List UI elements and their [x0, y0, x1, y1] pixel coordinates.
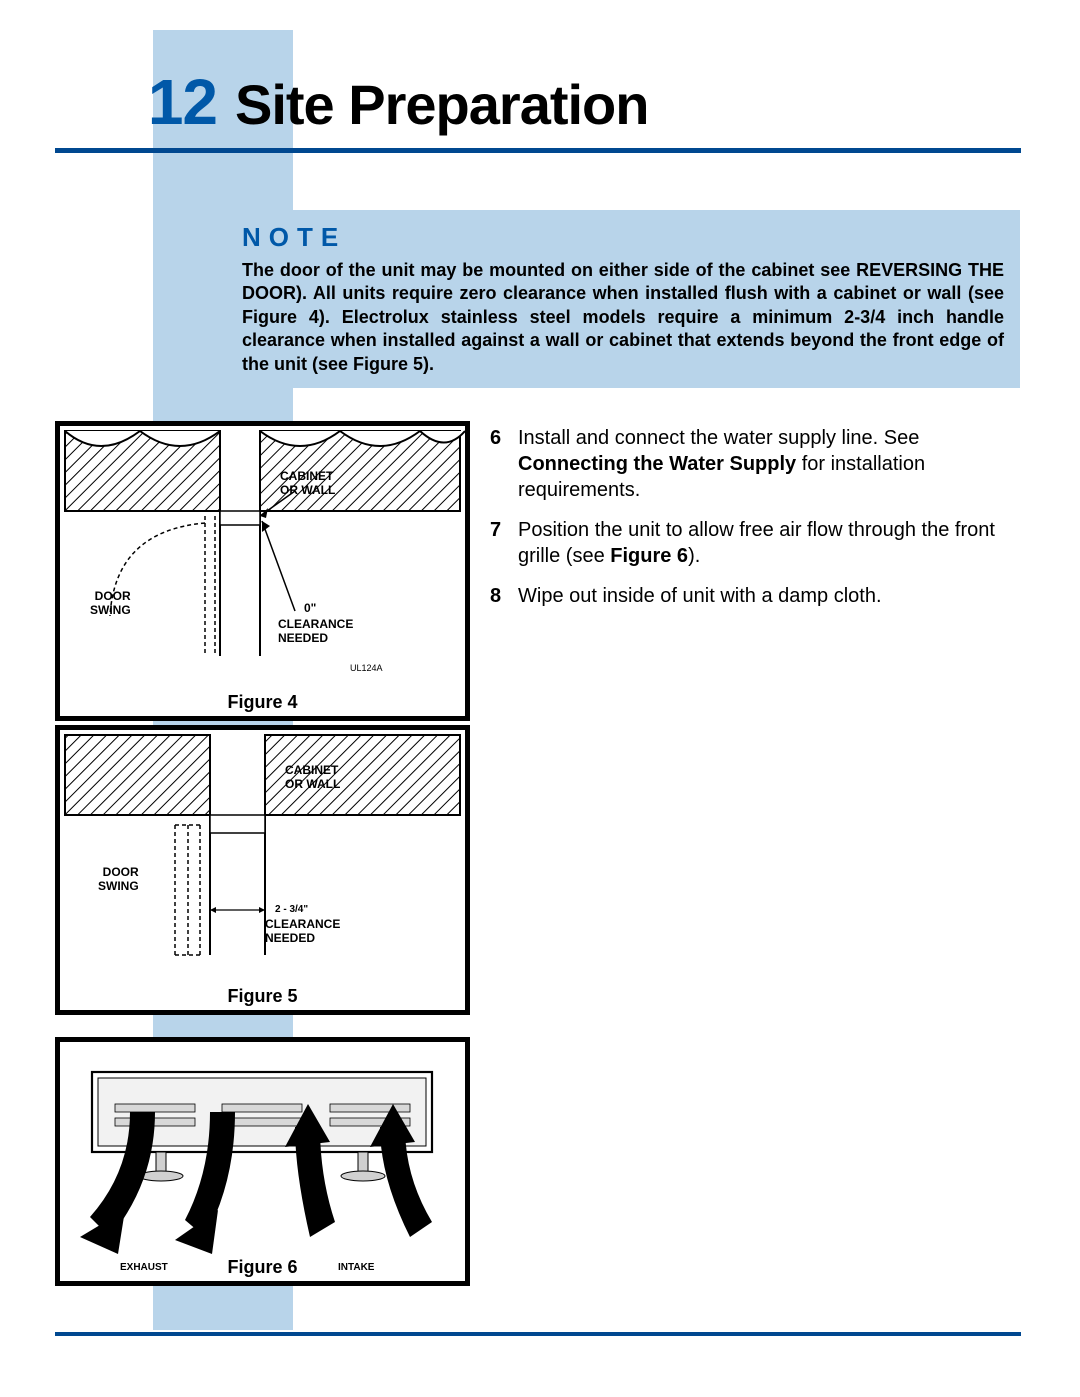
- fig5-clearance-label: CLEARANCE NEEDED: [265, 918, 340, 946]
- fig4-cabinet-label: CABINET OR WALL: [280, 470, 335, 498]
- rule-top: [55, 148, 1021, 153]
- fig5-clearance-value: 2 - 3/4": [275, 904, 308, 915]
- step-6: 6 Install and connect the water supply l…: [490, 425, 1020, 503]
- fig5-caption: Figure 5: [60, 986, 465, 1007]
- header-row: 12 Site Preparation: [55, 65, 1021, 139]
- note-label: NOTE: [242, 222, 1004, 253]
- step-7: 7 Position the unit to allow free air fl…: [490, 517, 1020, 569]
- step-number: 6: [490, 425, 518, 503]
- figure-5: CABINET OR WALL DOOR SWING 2 - 3/4" CLEA…: [55, 725, 470, 1015]
- note-body: The door of the unit may be mounted on e…: [242, 259, 1004, 376]
- step-text: Wipe out inside of unit with a damp clot…: [518, 583, 882, 609]
- fig5-door-label: DOOR SWING: [98, 866, 139, 894]
- figure-4: CABINET OR WALL DOOR SWING 0" CLEARANCE …: [55, 421, 470, 721]
- fig4-clearance-value: 0": [304, 602, 316, 616]
- step-8: 8 Wipe out inside of unit with a damp cl…: [490, 583, 1020, 609]
- fig4-caption: Figure 4: [60, 692, 465, 713]
- steps-column: 6 Install and connect the water supply l…: [490, 425, 1020, 623]
- page-title: Site Preparation: [235, 72, 648, 137]
- step-text: Install and connect the water supply lin…: [518, 425, 1020, 503]
- step-number: 7: [490, 517, 518, 569]
- figure-6: EXHAUST INTAKE Figure 6: [55, 1037, 470, 1286]
- fig5-cabinet-label: CABINET OR WALL: [285, 764, 340, 792]
- step-number: 8: [490, 583, 518, 609]
- rule-bottom: [55, 1332, 1021, 1336]
- fig6-caption: Figure 6: [60, 1257, 465, 1278]
- fig4-door-label: DOOR SWING: [90, 590, 131, 618]
- figure-4-svg: [60, 426, 465, 716]
- fig4-clearance-label: CLEARANCE NEEDED: [278, 618, 353, 646]
- figure-6-svg: [60, 1042, 465, 1281]
- note-box: NOTE The door of the unit may be mounted…: [226, 210, 1020, 388]
- fig4-code: UL124A: [350, 663, 383, 673]
- page-container: 12 Site Preparation NOTE The door of the…: [55, 30, 1025, 1360]
- figures-column: CABINET OR WALL DOOR SWING 0" CLEARANCE …: [55, 421, 470, 1290]
- step-text: Position the unit to allow free air flow…: [518, 517, 1020, 569]
- page-number: 12: [55, 65, 235, 139]
